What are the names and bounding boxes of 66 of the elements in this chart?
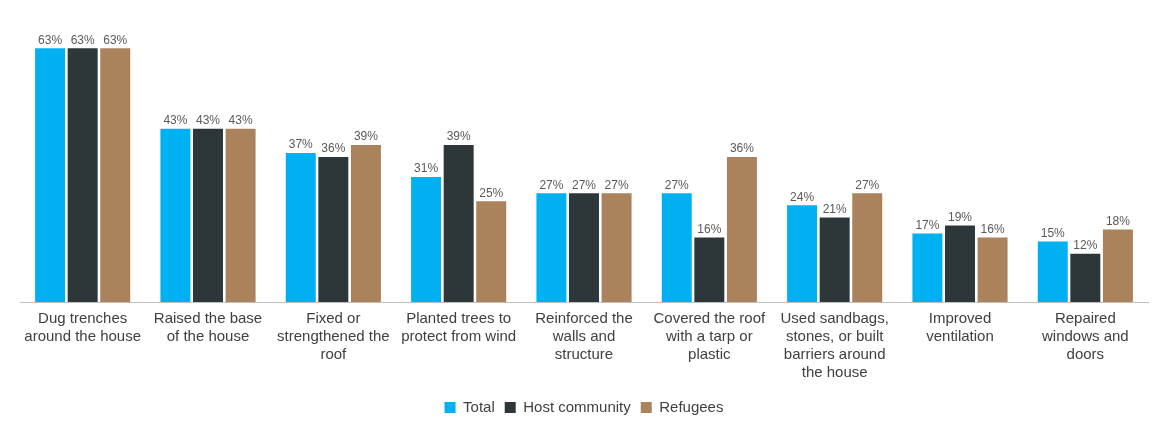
legend-label: Total (463, 397, 495, 415)
data-label: 18% (1105, 213, 1131, 228)
x-tick-label: Raised the base of the house (153, 309, 263, 345)
data-label: 36% (321, 141, 346, 156)
legend-label: Refugees (659, 397, 724, 415)
data-label: 27% (855, 177, 880, 192)
data-label: 16% (697, 221, 722, 236)
bar (1037, 241, 1068, 302)
bar (35, 48, 66, 302)
bar (1102, 229, 1133, 302)
bar (193, 128, 223, 302)
x-tick-label: Improved ventilation (926, 309, 994, 345)
data-label: 21% (822, 201, 847, 216)
data-label: 25% (479, 185, 504, 200)
data-label: 63% (70, 32, 95, 47)
data-label: 37% (288, 137, 314, 152)
data-label: 39% (446, 129, 471, 144)
data-label: 36% (729, 141, 755, 156)
data-label: 19% (947, 209, 973, 224)
data-label: 27% (664, 177, 690, 192)
bar (726, 156, 757, 302)
data-label: 27% (571, 177, 597, 192)
x-tick-label: Fixed or strengthened the roof (277, 309, 390, 363)
bar (787, 205, 818, 302)
x-tick-label: Dug trenches around the house (24, 309, 142, 345)
bar (285, 152, 316, 302)
bar (661, 193, 692, 302)
data-label: 43% (228, 113, 253, 128)
bar (536, 193, 567, 302)
x-tick-label: Used sandbags, stones, or built barriers around the house (780, 309, 889, 381)
legend-label: Host community (523, 397, 632, 415)
data-label: 17% (915, 217, 940, 232)
bar (67, 48, 98, 302)
bar (694, 237, 725, 302)
data-label: 27% (604, 177, 629, 192)
bar (100, 48, 131, 302)
data-label: 24% (790, 189, 815, 204)
data-label: 16% (980, 221, 1005, 236)
bar (601, 193, 632, 302)
bar (819, 217, 850, 302)
data-label: 63% (38, 32, 63, 47)
data-label: 43% (195, 113, 221, 128)
bar (1070, 253, 1101, 302)
data-label: 63% (103, 32, 128, 47)
bar (318, 156, 349, 302)
bar (225, 128, 256, 302)
x-tick-label: Reinforced the walls and structure (535, 309, 633, 363)
bar (852, 193, 883, 302)
data-label: 39% (353, 129, 379, 144)
data-label: 43% (163, 113, 188, 128)
x-tick-label: Repaired windows and doors (1040, 309, 1129, 363)
data-label: 12% (1073, 237, 1098, 252)
bar (476, 201, 507, 302)
bar (569, 193, 599, 302)
bar (977, 237, 1008, 302)
data-label: 27% (539, 177, 564, 192)
bar (912, 233, 943, 302)
bar (350, 144, 381, 302)
data-label: 31% (414, 161, 439, 176)
bar (411, 177, 442, 302)
x-tick-label: Planted trees to protect from wind (401, 309, 517, 345)
bar (945, 225, 975, 302)
bar (160, 128, 191, 302)
x-tick-label: Covered the roof with a tarp or plastic (653, 309, 767, 363)
data-label: 15% (1040, 225, 1066, 240)
bar (443, 144, 474, 302)
